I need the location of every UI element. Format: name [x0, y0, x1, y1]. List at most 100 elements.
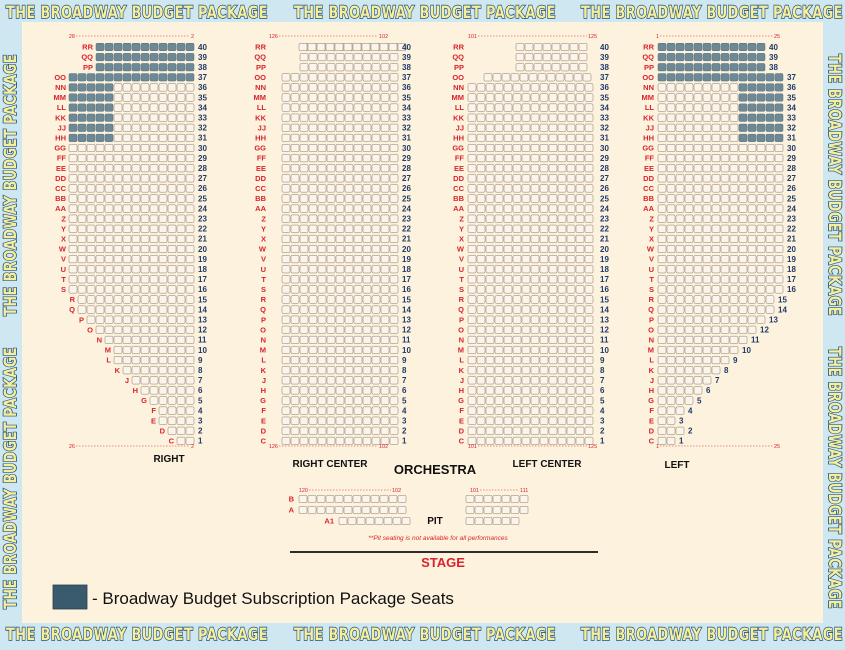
seat — [693, 346, 703, 354]
seat — [86, 73, 96, 82]
seat — [362, 356, 372, 365]
row-number: 19 — [198, 255, 207, 264]
seat — [131, 335, 141, 344]
seat — [299, 194, 309, 203]
seat — [389, 63, 399, 72]
seat — [122, 285, 132, 294]
seat — [747, 245, 757, 253]
row-number: 23 — [600, 215, 609, 224]
seat — [575, 214, 585, 223]
range-end: 25 — [774, 444, 780, 450]
seat — [176, 265, 186, 274]
seat — [140, 93, 150, 102]
seat — [693, 53, 703, 62]
range-end: 102 — [392, 488, 401, 494]
seat — [503, 123, 513, 132]
seat — [77, 174, 87, 183]
seat — [77, 204, 87, 213]
row-number: 29 — [787, 154, 796, 163]
seat — [77, 305, 87, 314]
row-letter: Q — [260, 305, 266, 314]
seat — [380, 416, 390, 425]
seat — [176, 194, 186, 203]
seat — [756, 255, 766, 264]
seat — [774, 164, 784, 173]
seat — [290, 204, 300, 213]
seat — [467, 416, 477, 425]
seat — [335, 396, 345, 405]
row-letter: Z — [459, 214, 464, 223]
row-letter: N — [261, 336, 266, 345]
seat — [77, 154, 87, 163]
row-letter: RR — [255, 43, 266, 52]
seat — [77, 103, 87, 112]
seat — [548, 335, 558, 344]
row-letter: M — [260, 346, 266, 355]
seat — [476, 265, 486, 274]
seat — [113, 335, 123, 344]
seat — [693, 335, 703, 344]
seat — [77, 73, 87, 82]
seat — [575, 346, 585, 354]
seat — [774, 154, 784, 163]
seat — [467, 265, 477, 274]
seat — [675, 315, 685, 324]
seat — [702, 325, 712, 334]
seat — [389, 315, 399, 324]
seat — [290, 154, 300, 163]
seat — [485, 285, 495, 294]
seat — [729, 53, 739, 62]
seat — [104, 285, 114, 294]
seat — [131, 184, 141, 193]
row-number: 31 — [198, 134, 207, 143]
seat — [575, 295, 585, 304]
row-number: 33 — [402, 114, 411, 123]
seat — [290, 295, 300, 304]
seat — [308, 184, 318, 193]
row-number: 14 — [198, 305, 207, 314]
seat — [494, 295, 504, 304]
seat — [503, 386, 513, 395]
row-letter: QQ — [452, 53, 464, 62]
seat — [176, 285, 186, 294]
seat — [353, 386, 363, 395]
row-letter: GG — [642, 144, 654, 153]
pit-seat — [361, 506, 371, 514]
seat — [729, 214, 739, 223]
seat — [334, 43, 344, 51]
seat — [68, 174, 78, 183]
seat — [575, 366, 585, 375]
seat — [380, 356, 390, 365]
seat — [122, 144, 132, 152]
row-number: 16 — [198, 285, 207, 294]
seat — [380, 73, 390, 82]
seat — [521, 93, 531, 102]
seat — [185, 386, 195, 395]
seat — [702, 315, 712, 324]
seat — [738, 335, 748, 344]
seat — [149, 265, 159, 274]
seat — [756, 305, 766, 314]
seat — [765, 214, 775, 223]
seat — [711, 234, 721, 243]
seat — [738, 184, 748, 193]
seat — [530, 386, 540, 395]
seat — [548, 295, 558, 304]
seat — [167, 224, 177, 233]
seat — [702, 103, 712, 112]
seat — [539, 406, 549, 415]
seat — [122, 73, 132, 82]
seat — [158, 43, 168, 51]
seat — [539, 346, 549, 354]
row-letter: RR — [453, 43, 464, 52]
seat — [657, 366, 667, 375]
pit-seat — [474, 495, 484, 503]
seat — [675, 346, 685, 354]
row-number: 15 — [402, 295, 411, 304]
row-number: 31 — [600, 134, 609, 143]
seat — [326, 426, 336, 435]
seat — [711, 174, 721, 183]
seat — [353, 335, 363, 344]
seat — [476, 426, 486, 435]
seat — [389, 366, 399, 375]
